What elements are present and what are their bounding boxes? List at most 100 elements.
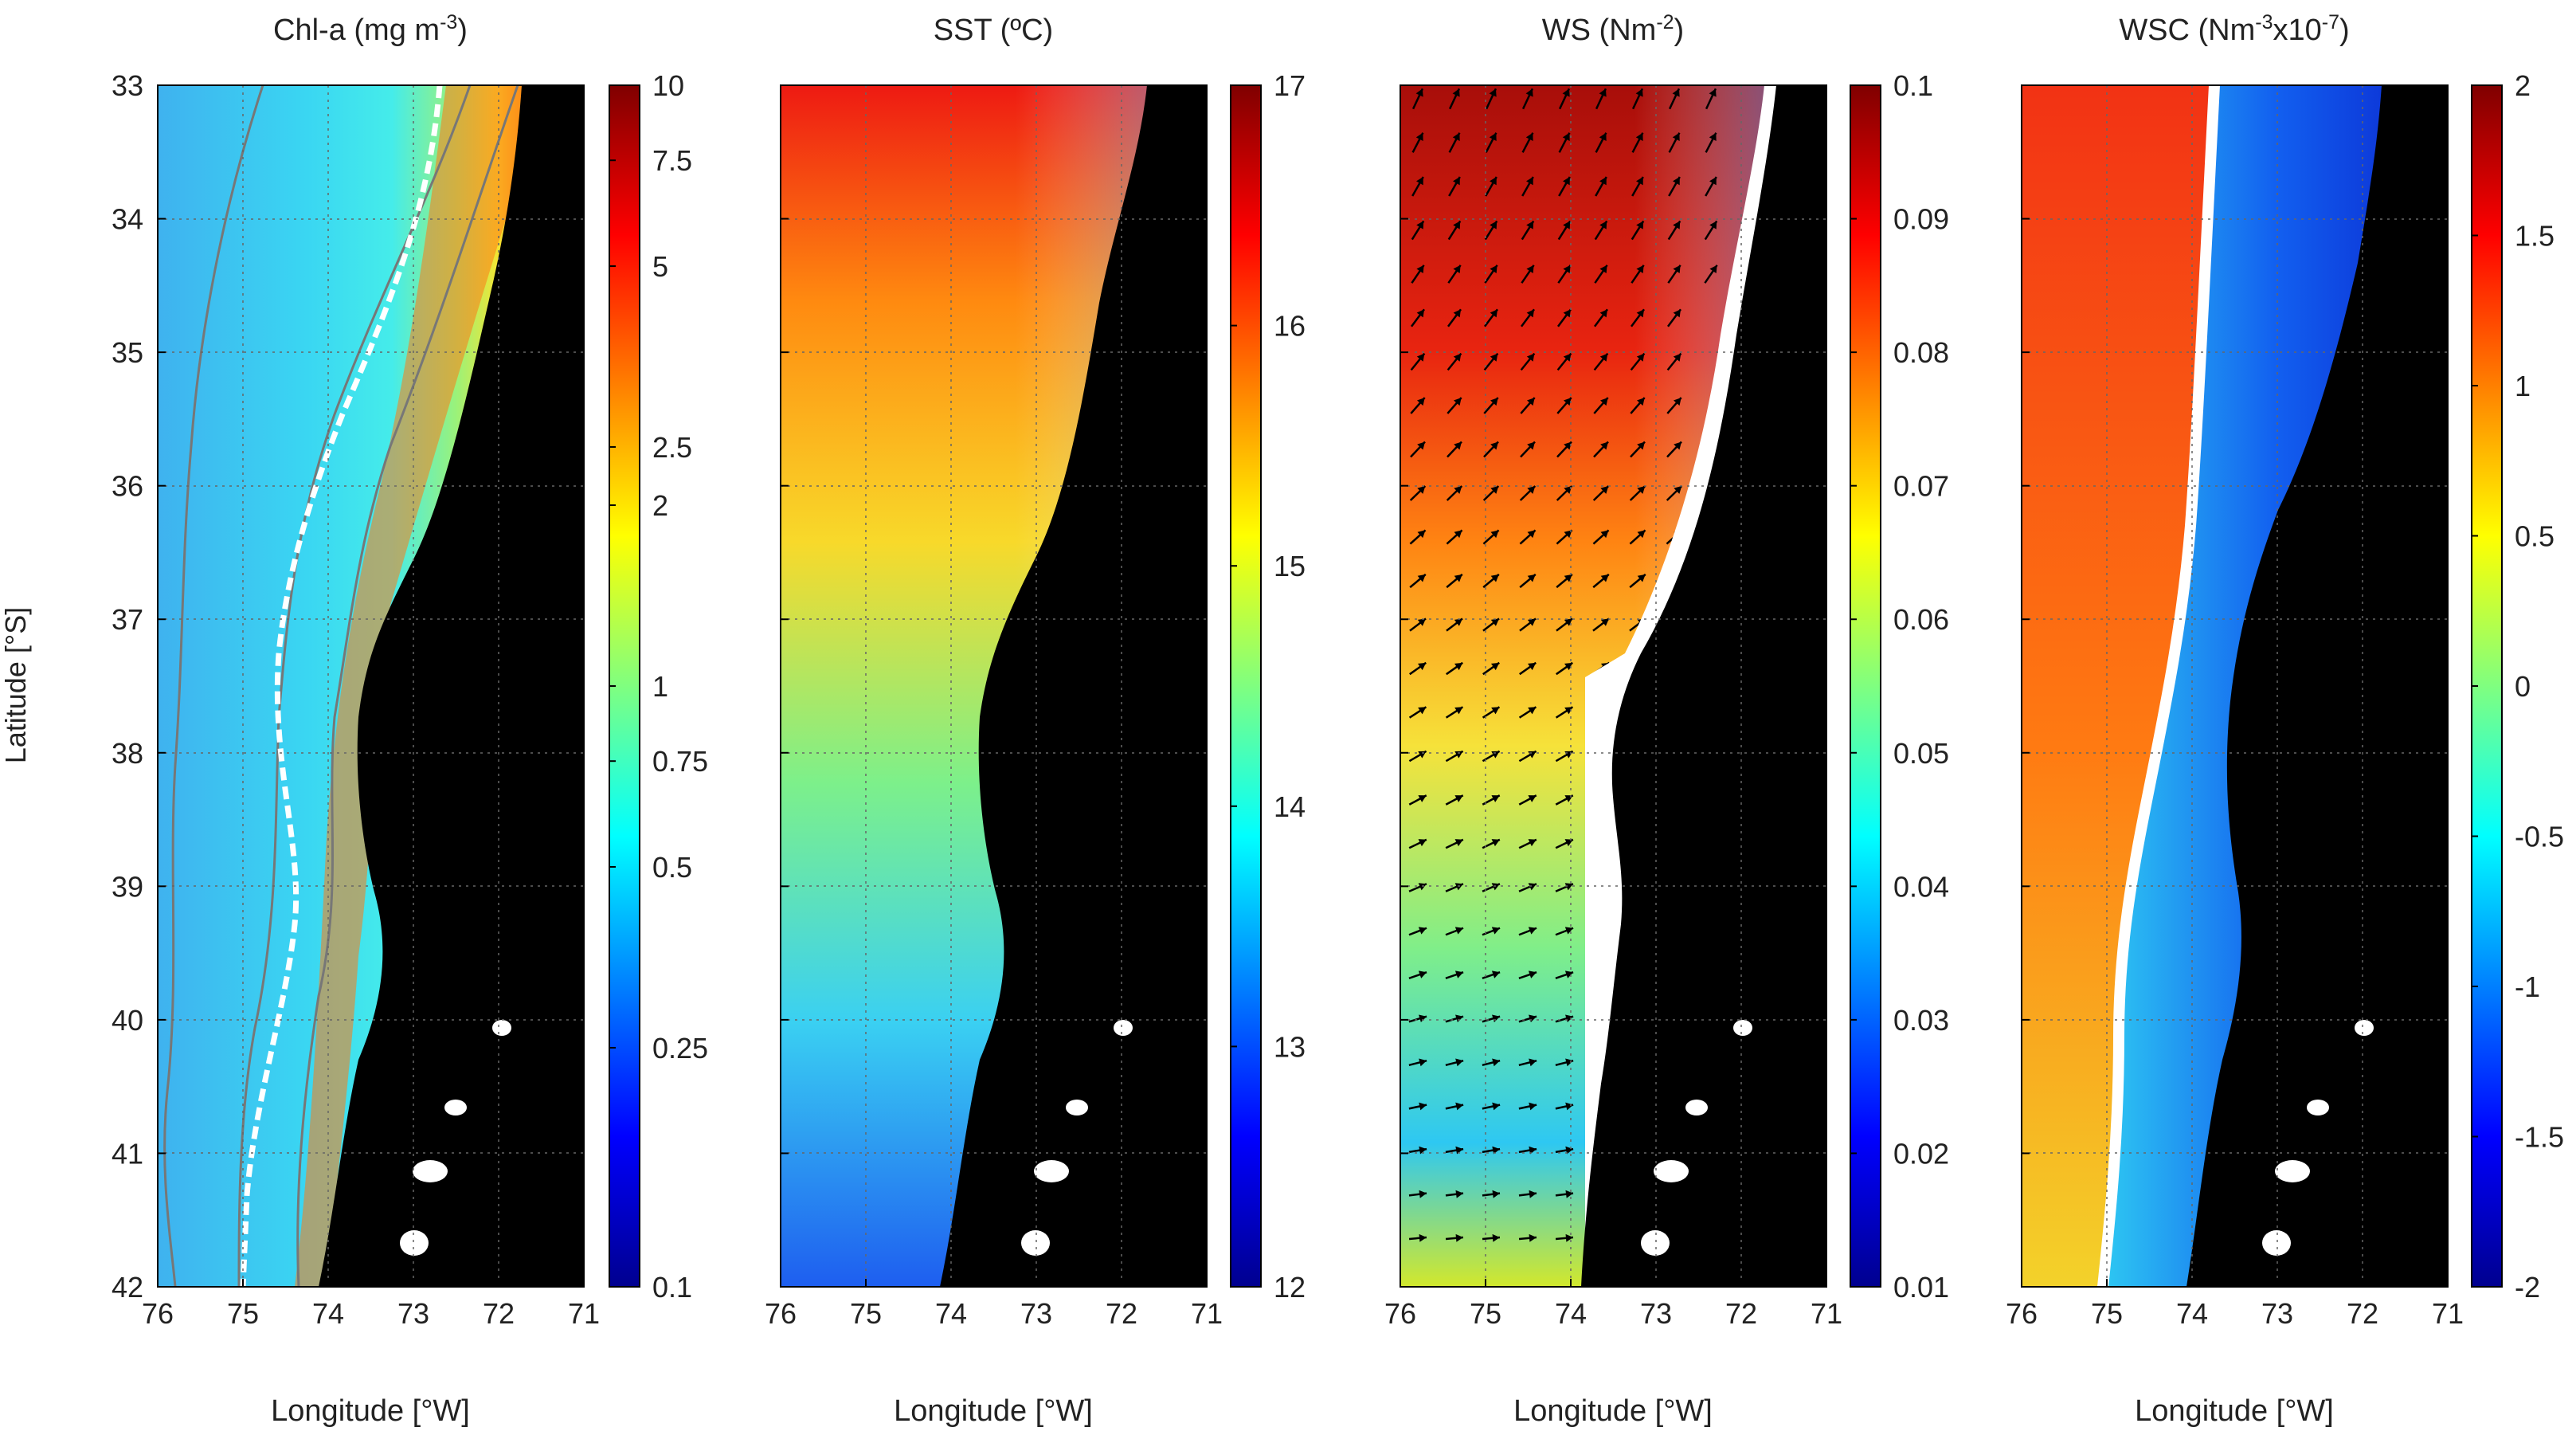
wind-arrow: [1555, 883, 1574, 892]
y-tick-label: 41: [112, 1137, 143, 1170]
wind-arrow: [1445, 706, 1464, 719]
wind-arrow: [1705, 88, 1717, 110]
wind-arrow: [1482, 485, 1500, 501]
y-tick-label: 40: [112, 1004, 143, 1037]
wind-arrow: [1667, 220, 1681, 241]
panel-chl-a: Chl-a (mg m-3) 76 75 74 73 7: [112, 11, 708, 1428]
x-tick-label: 75: [2091, 1297, 2123, 1330]
wind-arrow: [1556, 661, 1573, 676]
wind-arrow: [1483, 441, 1499, 458]
wind-arrow: [1705, 132, 1717, 153]
y-tick-label: 38: [112, 737, 143, 770]
wind-arrow: [1482, 1146, 1501, 1155]
wind-arrow: [1446, 529, 1463, 545]
colorbar-tick-label: 0.06: [1893, 603, 1949, 636]
wind-arrow: [1482, 1233, 1501, 1242]
wind-arrow: [1630, 352, 1646, 371]
wind-arrow: [1705, 176, 1717, 197]
colorbar-tick-label: -2: [2515, 1271, 2540, 1304]
x-tick-label: 72: [1106, 1297, 1137, 1330]
axes-box: [780, 84, 1208, 1288]
wind-arrow: [1667, 308, 1681, 327]
wind-arrow: [1518, 1233, 1537, 1242]
wind-arrow: [1482, 970, 1501, 979]
wind-arrow: [1446, 485, 1463, 501]
wind-arrow: [1631, 265, 1645, 284]
wind-arrow: [1445, 927, 1464, 936]
wind-arrow: [1408, 838, 1427, 849]
wind-arrow: [1408, 970, 1427, 979]
x-tick-label: 76: [765, 1297, 797, 1330]
panel-sst: SST (ºC) 76 75 74 73 72 71 Longitude [°W] 171…: [765, 14, 1306, 1428]
wind-arrow: [1593, 352, 1609, 371]
x-tick-label: 72: [1725, 1297, 1757, 1330]
wind-arrow: [1557, 265, 1572, 284]
x-ticks: 76 75 74 73 72 71: [2006, 1279, 2464, 1330]
wind-arrow: [1595, 176, 1607, 197]
colorbar-tick-label: 5: [652, 250, 668, 283]
colorbar-tick-label: 2: [652, 489, 668, 522]
wind-arrow: [1447, 397, 1462, 414]
panel-title: WSC (Nm-3x10-7): [2119, 11, 2349, 47]
wind-arrow: [1629, 529, 1646, 545]
x-tick-label: 73: [1640, 1297, 1672, 1330]
wind-arrow: [1629, 573, 1646, 589]
colorbar-tick-label: 2.5: [652, 431, 692, 464]
wind-arrow: [1520, 397, 1536, 414]
wind-arrow: [1411, 265, 1425, 284]
colorbar-tick-label: 15: [1274, 550, 1306, 582]
wind-arrow: [1557, 308, 1572, 327]
y-axis-label: Latitude [°S]: [0, 607, 32, 764]
colorbar-tick-label: 0.09: [1893, 203, 1949, 236]
panel-ws: WS (Nm-2) 76 75 74 73 72 71 Longitude [°W] 0.…: [1384, 11, 1949, 1428]
wind-arrow: [1409, 618, 1427, 632]
wind-arrow: [1556, 529, 1573, 545]
wind-arrow: [1482, 1058, 1501, 1067]
colorbar-tick-label: 0.08: [1893, 336, 1949, 369]
colorbar-tick-label: 17: [1274, 69, 1306, 102]
x-axis-label: Longitude [°W]: [1513, 1394, 1713, 1428]
wind-arrow: [1446, 661, 1463, 676]
x-tick-label: 72: [2347, 1297, 2378, 1330]
wind-arrow: [1409, 529, 1427, 545]
wind-arrow: [1668, 88, 1681, 110]
wind-arrow: [1408, 883, 1427, 892]
panel-title: SST (ºC): [934, 14, 1053, 47]
x-tick-label: 71: [2432, 1297, 2464, 1330]
wind-arrow: [1556, 485, 1573, 501]
wind-arrow: [1484, 265, 1498, 284]
x-tick-label: 75: [1470, 1297, 1501, 1330]
wind-arrow: [1518, 1190, 1537, 1198]
x-ticks: 76 75 74 73 72 71: [142, 1279, 600, 1330]
wind-arrow: [1445, 1233, 1464, 1242]
colorbar-tick-label: 0.02: [1893, 1137, 1949, 1170]
wind-arrow: [1555, 1233, 1574, 1242]
wind-arrow: [1518, 706, 1537, 719]
wind-arrow: [1446, 573, 1463, 589]
wind-arrow: [1555, 927, 1574, 936]
colorbar-tick-label: 1: [2515, 370, 2531, 402]
wind-arrow: [1447, 220, 1462, 241]
wind-arrow: [1555, 706, 1574, 719]
wind-arrow: [1411, 132, 1424, 153]
x-tick-label: 71: [1811, 1297, 1842, 1330]
wind-arrow: [1483, 352, 1499, 371]
colorbar-tick-label: 0.1: [1893, 69, 1933, 102]
x-axis-label: Longitude [°W]: [894, 1394, 1093, 1428]
wind-arrow: [1594, 265, 1608, 284]
wind-arrow: [1521, 308, 1535, 327]
colorbar-tick-label: 0.03: [1893, 1004, 1949, 1037]
colorbar-tick-label: 0.75: [652, 745, 708, 778]
wind-arrow: [1558, 176, 1571, 197]
x-axis-label: Longitude [°W]: [2135, 1394, 2334, 1428]
wind-arrow: [1520, 352, 1536, 371]
wind-arrow: [1667, 265, 1681, 284]
colorbar-tick-label: 16: [1274, 310, 1306, 343]
wind-arrow: [1518, 794, 1537, 806]
wind-arrow: [1409, 573, 1427, 589]
wind-arrow: [1556, 397, 1572, 414]
wind-arrow: [1408, 1058, 1427, 1067]
colorbar-tick-label: 0.07: [1893, 470, 1949, 503]
colorbar-ticks: 2 1.5 1 0.5 0 -0.5 -1 -1.5 -2: [2472, 69, 2564, 1304]
wind-arrow: [1592, 573, 1610, 589]
